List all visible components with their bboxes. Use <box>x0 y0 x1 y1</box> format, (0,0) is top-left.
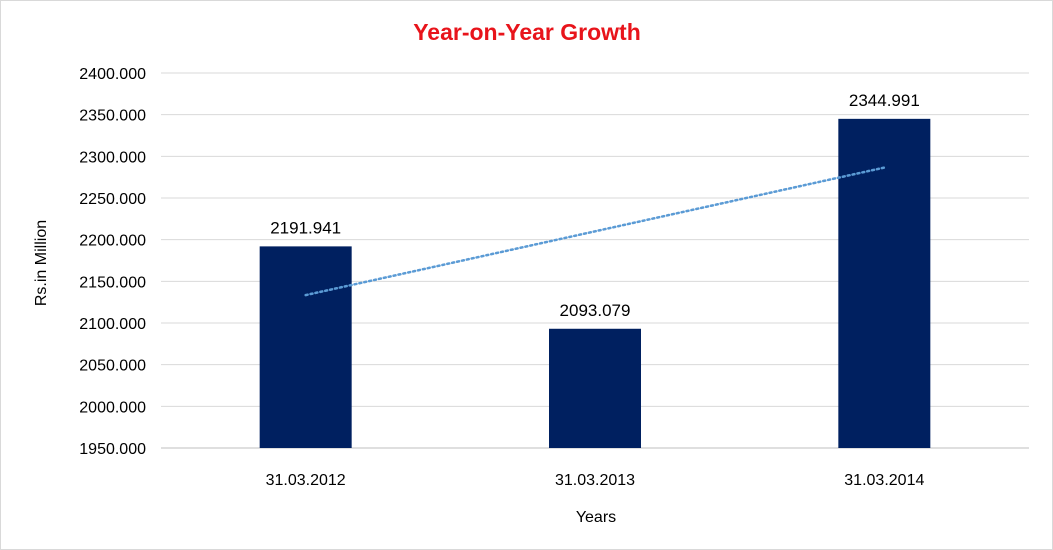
y-tick-label: 2300.000 <box>79 149 146 166</box>
bar <box>259 246 352 448</box>
y-tick-label: 2400.000 <box>79 66 146 83</box>
y-tick-label: 2250.000 <box>79 191 146 208</box>
x-tick-label: 31.03.2014 <box>844 472 924 489</box>
y-axis-label: Rs.in Million <box>33 220 50 306</box>
data-label: 2093.079 <box>560 301 631 320</box>
x-tick-label: 31.03.2012 <box>266 472 346 489</box>
chart-title: Year-on-Year Growth <box>413 19 641 45</box>
data-label: 2191.941 <box>270 218 341 237</box>
y-tick-label: 2350.000 <box>79 108 146 125</box>
data-labels: 2191.941 2093.079 2344.991 <box>270 91 920 320</box>
x-axis-ticks: 31.03.2012 31.03.2013 31.03.2014 <box>266 472 925 489</box>
bar <box>549 328 641 448</box>
y-tick-label: 2050.000 <box>79 358 146 375</box>
bars <box>259 118 931 449</box>
trendline-layer <box>304 166 886 297</box>
y-tick-label: 1950.000 <box>79 441 146 458</box>
data-label: 2344.991 <box>849 91 920 110</box>
y-tick-label: 2150.000 <box>79 274 146 291</box>
x-axis-label: Years <box>576 509 616 526</box>
x-tick-label: 31.03.2013 <box>555 472 635 489</box>
y-tick-label: 2100.000 <box>79 316 146 333</box>
y-tick-label: 2000.000 <box>79 399 146 416</box>
y-axis-ticks: 1950.000 2000.000 2050.000 2100.000 2150.000… <box>79 66 146 458</box>
trendline <box>304 166 886 297</box>
y-tick-label: 2200.000 <box>79 233 146 250</box>
